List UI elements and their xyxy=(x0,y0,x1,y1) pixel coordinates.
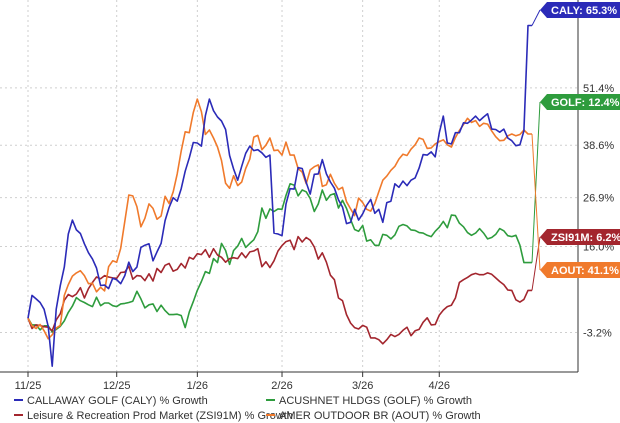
series-line-zsi91m-growth xyxy=(27,235,532,345)
legend-item: AMER OUTDOOR BR (AOUT) % Growth xyxy=(266,410,481,422)
end-labels: CALY: 65.3% GOLF: 12.4% ZSI91M: 6.2% AOUT: … xyxy=(531,2,620,291)
x-tick-labels: 11/25 12/25 1/26 2/26 3/26 4/26 xyxy=(15,372,450,392)
legend-label: ACUSHNET HLDGS (GOLF) % Growth xyxy=(279,395,472,407)
legend-label: CALLAWAY GOLF (CALY) % Growth xyxy=(27,395,208,407)
end-label-caly: CALY: 65.3% xyxy=(531,2,620,26)
end-label-aout: AOUT: 41.1% xyxy=(531,133,620,278)
y-tick-label: 51.4% xyxy=(583,83,614,95)
end-label-golf: GOLF: 12.4% xyxy=(531,94,620,263)
x-tick-label: 3/26 xyxy=(352,380,373,392)
y-tick-label: -3.2% xyxy=(583,328,612,340)
y-tick-label: 26.9% xyxy=(583,193,614,205)
x-tick-label: 2/26 xyxy=(271,380,292,392)
legend-item: ACUSHNET HLDGS (GOLF) % Growth xyxy=(266,395,472,407)
legend-item: CALLAWAY GOLF (CALY) % Growth xyxy=(14,395,208,407)
end-label-zsi91m: ZSI91M: 6.2% xyxy=(531,229,620,291)
legend-label: AMER OUTDOOR BR (AOUT) % Growth xyxy=(279,410,481,422)
grid xyxy=(0,0,578,372)
y-tick-labels: 51.4%38.6%26.9%16.0%-3.2% xyxy=(583,83,614,340)
series-lines xyxy=(27,24,532,368)
series-line-golf-growth xyxy=(27,183,532,333)
series-line-caly-growth xyxy=(27,24,532,368)
svg-text:CALY: 65.3%: CALY: 65.3% xyxy=(551,5,617,17)
series-line-aout-growth xyxy=(27,98,532,340)
x-tick-label: 4/26 xyxy=(429,380,450,392)
x-tick-label: 12/25 xyxy=(103,380,131,392)
y-tick-label: 38.6% xyxy=(583,140,614,152)
svg-text:ZSI91M: 6.2%: ZSI91M: 6.2% xyxy=(551,232,620,244)
svg-text:AOUT: 41.1%: AOUT: 41.1% xyxy=(551,265,619,277)
legend-label: Leisure & Recreation Prod Market (ZSI91M… xyxy=(27,410,293,422)
svg-text:GOLF: 12.4%: GOLF: 12.4% xyxy=(551,97,620,109)
x-tick-label: 1/26 xyxy=(187,380,208,392)
x-tick-label: 11/25 xyxy=(15,380,42,392)
legend-item: Leisure & Recreation Prod Market (ZSI91M… xyxy=(14,410,293,422)
legend: CALLAWAY GOLF (CALY) % Growth ACUSHNET HL… xyxy=(14,395,481,422)
